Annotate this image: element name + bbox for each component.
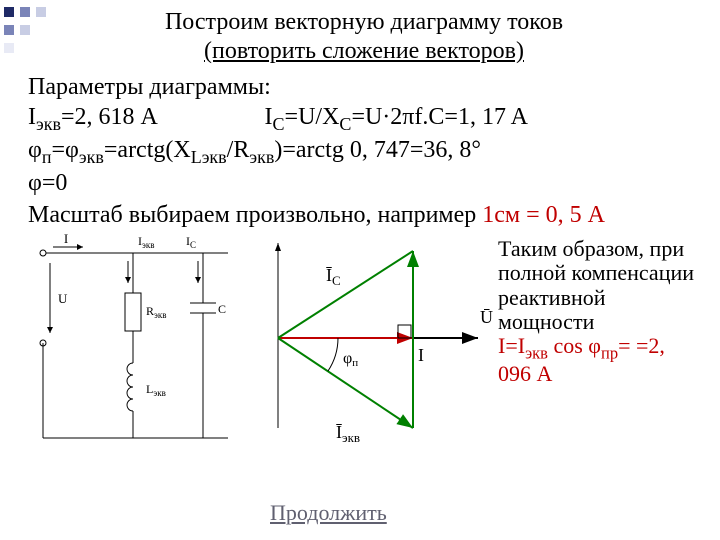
- params-line3: φ=0: [28, 170, 67, 196]
- scale-value: 1см = 0, 5 А: [482, 202, 605, 228]
- title-line2: (повторить сложение векторов): [204, 38, 524, 64]
- label-I: I: [64, 233, 68, 246]
- scale-line: Масштаб выбираем произвольно, например 1…: [28, 202, 700, 229]
- params-line1-left: Iэкв=2, 618 A: [28, 104, 157, 130]
- scale-prefix: Масштаб выбираем произвольно, например: [28, 202, 482, 228]
- label-Rekv: Rэкв: [146, 304, 167, 320]
- continue-link[interactable]: Продолжить: [270, 500, 387, 526]
- bullet-1: [4, 7, 14, 17]
- label-IC: IC: [186, 234, 196, 250]
- vec-IC: ĪC: [326, 265, 341, 288]
- label-Lekv: Lэкв: [146, 382, 166, 398]
- label-C: C: [218, 302, 226, 316]
- vec-phi: φп: [343, 350, 358, 369]
- conclusion-formula: I=Iэкв cos φпр= =2, 096 A: [498, 333, 665, 387]
- decor-bullets: [4, 4, 48, 58]
- vector-diagram: Ū I Īэкв ĪC φп: [258, 233, 498, 463]
- params-line1-right: IC=U/XC=U·2πf.C=1, 17 A: [265, 104, 528, 130]
- bullet-6: [4, 43, 14, 53]
- params-block: Параметры диаграммы: Iэкв=2, 618 A IC=U/…: [28, 72, 700, 199]
- bullet-4: [4, 25, 14, 35]
- vec-Iekv: Īэкв: [336, 422, 360, 443]
- params-line2: φп=φэкв=arctg(XLэкв/Rэкв)=arctg 0, 747=3…: [28, 137, 481, 163]
- vec-U: Ū: [480, 307, 493, 327]
- label-U: U: [58, 291, 68, 306]
- conclusion-block: Таким образом, при полной компенсации ре…: [498, 233, 698, 386]
- conclusion-text: Таким образом, при полной компенсации ре…: [498, 236, 694, 334]
- params-heading: Параметры диаграммы:: [28, 74, 271, 100]
- bullet-5: [20, 25, 30, 35]
- bullet-3: [36, 7, 46, 17]
- title-line1: Построим векторную диаграмму токов: [165, 9, 563, 35]
- label-Iekv: Iэкв: [138, 234, 155, 250]
- bullet-2: [20, 7, 30, 17]
- vec-I: I: [418, 345, 424, 365]
- circuit-diagram: I U Iэкв Rэкв: [28, 233, 248, 453]
- page-title: Построим векторную диаграмму токов (повт…: [28, 8, 700, 66]
